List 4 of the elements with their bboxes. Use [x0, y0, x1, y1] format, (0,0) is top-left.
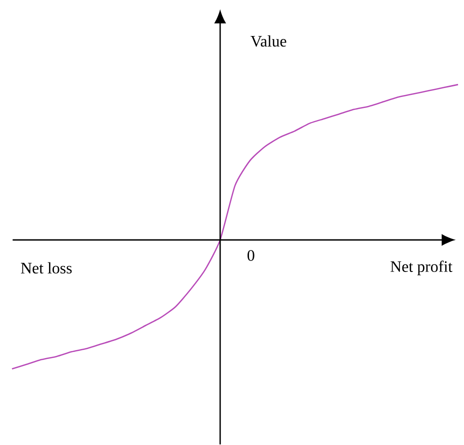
x-axis-title: Net profit [390, 260, 452, 276]
y-axis-title: Value [250, 35, 286, 47]
annotation: Net loss [20, 262, 72, 274]
annotation: 0 [248, 250, 254, 261]
